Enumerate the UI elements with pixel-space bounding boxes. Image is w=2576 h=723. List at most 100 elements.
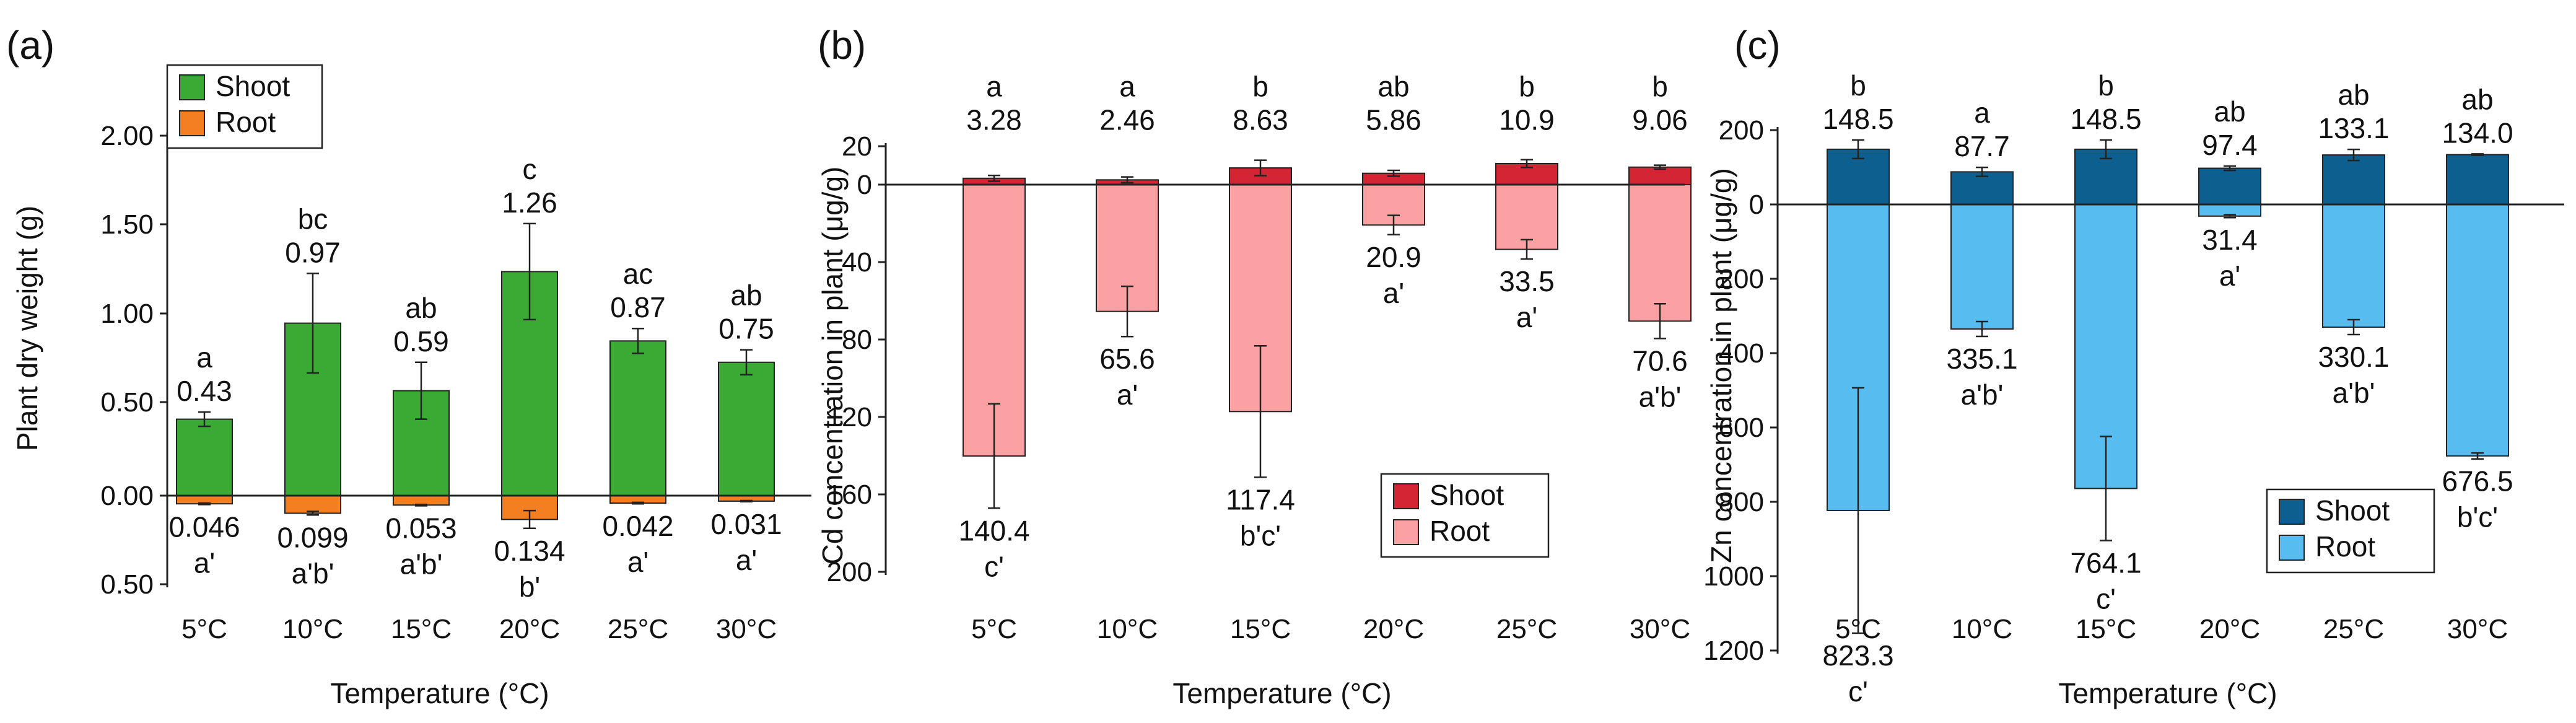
y-tick-label: 200 xyxy=(1719,115,1764,146)
panel-label: (a) xyxy=(6,23,55,68)
shoot-significance-letter: ab xyxy=(2461,83,2493,115)
bar-root xyxy=(2322,204,2385,328)
y-tick-label: 800 xyxy=(1719,487,1764,517)
root-significance-letter: a' xyxy=(1117,379,1138,411)
shoot-significance-letter: a xyxy=(1974,97,1990,129)
x-tick-label: 20°C xyxy=(499,614,560,644)
bar-root xyxy=(1628,184,1692,322)
bar-root xyxy=(1096,184,1159,312)
x-tick-label: 10°C xyxy=(1097,614,1158,644)
y-tick-label: 600 xyxy=(1719,413,1764,443)
root-value-label: 330.1 xyxy=(2318,341,2389,373)
root-significance-letter: c' xyxy=(1848,675,1868,708)
panel-label: (b) xyxy=(818,23,866,68)
x-tick-label: 25°C xyxy=(2323,614,2384,644)
root-value-label: 335.1 xyxy=(1946,343,2017,375)
shoot-value-label: 0.59 xyxy=(393,325,449,357)
shoot-value-label: 97.4 xyxy=(2202,129,2258,161)
x-tick-label: 25°C xyxy=(1496,614,1557,644)
y-axis-title: Cd concentration in plant (μg/g) xyxy=(816,167,849,565)
shoot-value-label: 133.1 xyxy=(2318,112,2389,144)
y-tick-label: 200 xyxy=(1719,264,1764,294)
shoot-significance-letter: b xyxy=(2098,69,2114,102)
x-tick-label: 20°C xyxy=(1363,614,1424,644)
root-significance-letter: a'b' xyxy=(1961,379,2004,411)
legend-swatch-root xyxy=(1393,519,1419,545)
root-value-label: 676.5 xyxy=(2442,465,2513,497)
bar-shoot xyxy=(1628,166,1692,185)
root-significance-letter: a'b' xyxy=(292,557,334,589)
shoot-significance-letter: a xyxy=(1119,71,1135,103)
x-tick-label: 5°C xyxy=(181,614,227,644)
y-tick-label: 1.00 xyxy=(100,299,154,329)
root-significance-letter: c' xyxy=(984,550,1004,582)
root-value-label: 0.046 xyxy=(168,510,240,543)
legend: Shoot Root xyxy=(1380,473,1550,558)
root-significance-letter: a' xyxy=(194,546,215,579)
y-tick-label: 400 xyxy=(1719,338,1764,369)
root-significance-letter: b' xyxy=(519,571,540,603)
y-tick-label: 1200 xyxy=(1703,636,1764,666)
shoot-significance-letter: ab xyxy=(1378,71,1409,103)
x-tick-label: 30°C xyxy=(716,614,777,644)
legend-label-root: Root xyxy=(216,106,276,138)
legend-swatch-shoot xyxy=(1393,483,1419,509)
shoot-significance-letter: ab xyxy=(730,279,762,312)
x-tick-label: 15°C xyxy=(1230,614,1291,644)
shoot-value-label: 0.97 xyxy=(285,236,341,268)
bar-shoot xyxy=(718,361,775,496)
root-significance-letter: a' xyxy=(1516,301,1537,333)
root-value-label: 140.4 xyxy=(958,514,1029,546)
legend: Shoot Root xyxy=(166,64,323,149)
x-tick-label: 30°C xyxy=(2447,614,2508,644)
root-value-label: 764.1 xyxy=(2070,546,2141,579)
x-tick-label: 20°C xyxy=(2199,614,2260,644)
legend-swatch-root xyxy=(179,110,205,136)
root-value-label: 0.134 xyxy=(494,535,565,567)
x-axis-title: Temperature (°C) xyxy=(1172,677,1391,709)
shoot-value-label: 148.5 xyxy=(1822,103,1893,135)
shoot-significance-letter: b xyxy=(1652,71,1668,103)
shoot-value-label: 148.5 xyxy=(2070,103,2141,135)
x-axis-title: Temperature (°C) xyxy=(330,677,549,709)
shoot-value-label: 3.28 xyxy=(966,104,1022,136)
chart-panel-1: (a) 2.00 1.50 1.00 0.50 0.00 0.50 Plant dry wei… xyxy=(6,23,811,709)
y-tick-label: 160 xyxy=(827,480,872,510)
shoot-value-label: 87.7 xyxy=(1954,130,2010,162)
shoot-significance-letter: b xyxy=(1850,69,1866,102)
bar-shoot xyxy=(176,418,233,497)
root-value-label: 33.5 xyxy=(1499,265,1555,297)
bar-shoot xyxy=(2198,167,2261,205)
bar-shoot xyxy=(609,340,666,496)
bar-root xyxy=(1950,204,2014,330)
x-tick-label: 10°C xyxy=(282,614,343,644)
root-value-label: 0.053 xyxy=(385,512,456,544)
shoot-significance-letter: bc xyxy=(298,203,328,235)
root-value-label: 70.6 xyxy=(1632,344,1688,377)
legend-label-shoot: Shoot xyxy=(1430,479,1504,511)
x-tick-label: 5°C xyxy=(971,614,1017,644)
panel-label: (c) xyxy=(1734,23,1781,68)
root-significance-letter: b'c' xyxy=(1240,519,1281,551)
root-significance-letter: b'c' xyxy=(2457,501,2498,533)
shoot-value-label: 134.0 xyxy=(2442,116,2513,149)
shoot-value-label: 5.86 xyxy=(1366,104,1421,136)
root-value-label: 0.042 xyxy=(602,510,673,542)
y-tick-label: 120 xyxy=(827,402,872,432)
shoot-significance-letter: a xyxy=(196,341,212,374)
legend-swatch-root xyxy=(2279,535,2305,561)
legend-label-root: Root xyxy=(1430,515,1490,547)
bar-root xyxy=(2446,204,2509,457)
shoot-value-label: 2.46 xyxy=(1099,104,1155,136)
bar-shoot xyxy=(2322,154,2385,205)
shoot-value-label: 1.26 xyxy=(502,186,557,219)
bar-shoot xyxy=(2446,154,2509,206)
x-axis-title: Temperature (°C) xyxy=(2058,677,2277,709)
y-axis-title: Zn concentration in plant (μg/g) xyxy=(1705,168,1737,563)
bar-root xyxy=(1495,184,1558,250)
y-tick-label: 0.50 xyxy=(100,387,154,418)
y-tick-label: 0.50 xyxy=(100,569,154,600)
y-tick-label: 80 xyxy=(842,325,872,355)
shoot-value-label: 0.75 xyxy=(718,313,774,345)
x-tick-label: 15°C xyxy=(2076,614,2136,644)
